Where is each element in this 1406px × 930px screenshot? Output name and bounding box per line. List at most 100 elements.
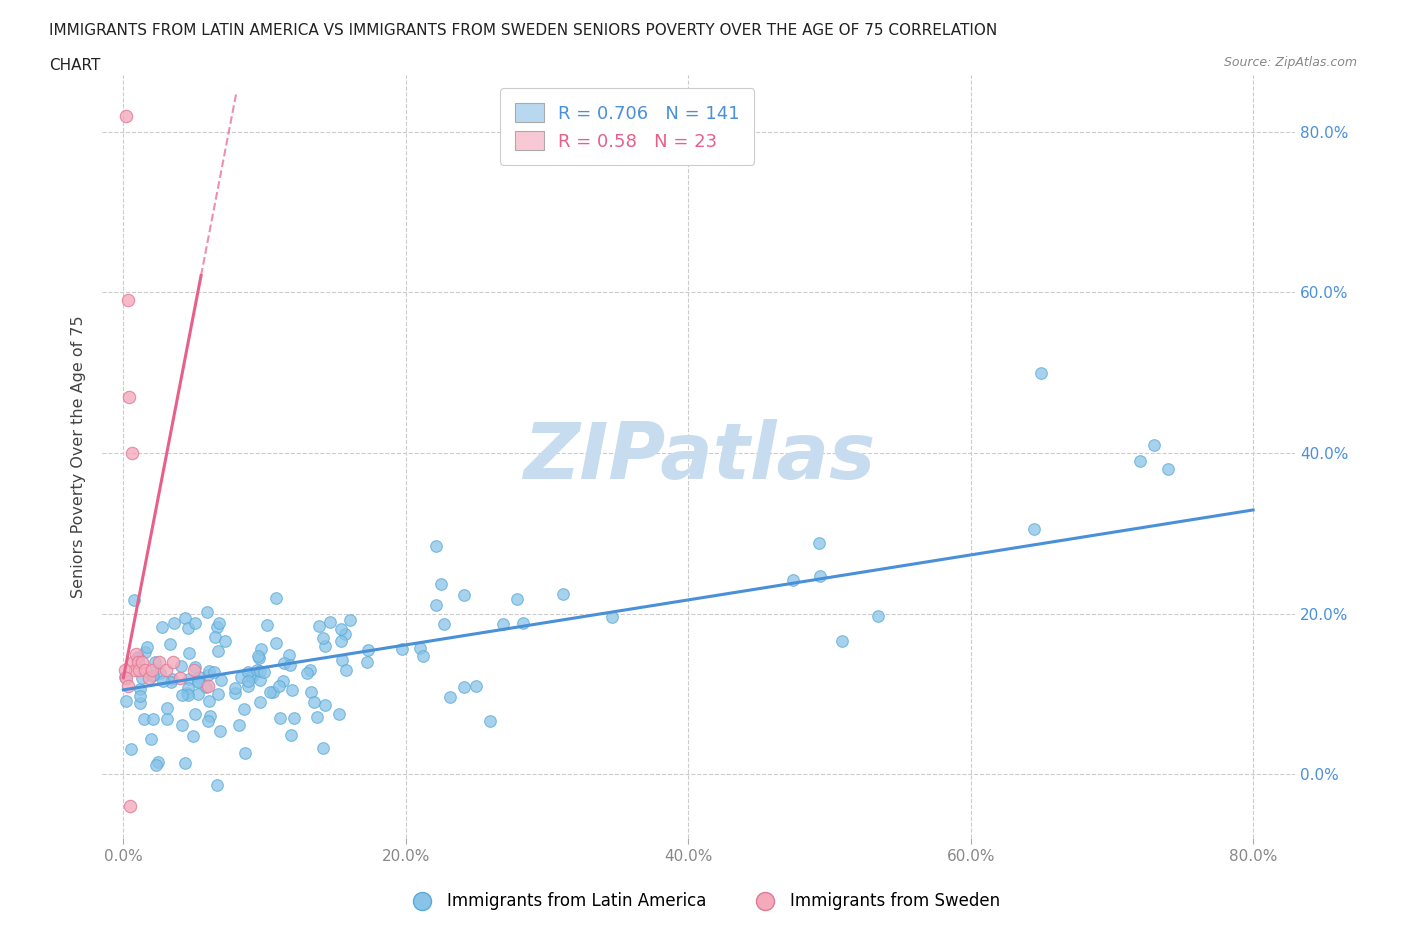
Point	[240, 667, 263, 682]
Point	[204, 630, 226, 644]
Text: CHART: CHART	[49, 58, 101, 73]
Point	[197, 678, 219, 693]
Point	[240, 670, 263, 684]
Point	[127, 651, 149, 666]
Point	[163, 616, 186, 631]
Point	[152, 673, 174, 688]
Point	[479, 714, 502, 729]
Point	[205, 619, 228, 634]
Point	[319, 615, 342, 630]
Point	[129, 696, 152, 711]
Point	[1022, 522, 1045, 537]
Point	[281, 683, 304, 698]
Point	[314, 698, 336, 712]
Point	[831, 633, 853, 648]
Point	[224, 681, 246, 696]
Point	[1157, 461, 1180, 476]
Point	[197, 668, 219, 683]
Point	[150, 619, 173, 634]
Point	[412, 648, 434, 663]
Point	[128, 662, 150, 677]
Point	[115, 108, 138, 123]
Point	[256, 618, 278, 632]
Point	[143, 654, 166, 669]
Point	[195, 605, 218, 620]
Point	[228, 718, 250, 733]
Point	[207, 687, 229, 702]
Point	[391, 642, 413, 657]
Point	[782, 572, 804, 587]
Point	[114, 662, 136, 677]
Point	[159, 637, 181, 652]
Point	[335, 662, 357, 677]
Point	[202, 664, 225, 679]
Point	[159, 674, 181, 689]
Point	[121, 445, 143, 460]
Point	[273, 656, 295, 671]
Point	[250, 641, 273, 656]
Point	[183, 729, 205, 744]
Point	[312, 631, 335, 645]
Point	[330, 653, 353, 668]
Point	[465, 678, 488, 693]
Point	[118, 390, 141, 405]
Point	[238, 678, 260, 693]
Y-axis label: Seniors Poverty Over the Age of 75: Seniors Poverty Over the Age of 75	[72, 315, 86, 598]
Point	[127, 655, 149, 670]
Point	[198, 708, 221, 723]
Point	[183, 659, 205, 674]
Point	[866, 608, 889, 623]
Point	[138, 671, 160, 685]
Point	[266, 591, 288, 605]
Point	[136, 640, 159, 655]
Point	[120, 799, 142, 814]
Point	[208, 616, 231, 631]
Point	[134, 645, 156, 660]
Point	[169, 658, 191, 673]
Point	[307, 710, 329, 724]
Point	[207, 777, 229, 792]
Point	[122, 655, 145, 670]
Point	[172, 718, 194, 733]
Point	[170, 688, 193, 703]
Point	[236, 664, 259, 679]
Point	[134, 711, 156, 726]
Point	[236, 673, 259, 688]
Point	[273, 674, 295, 689]
Point	[156, 700, 179, 715]
Point	[278, 658, 301, 672]
Point	[177, 681, 200, 696]
Point	[235, 746, 257, 761]
Point	[169, 671, 191, 685]
Point	[208, 724, 231, 738]
Point	[430, 577, 453, 591]
Point	[506, 591, 529, 606]
Point	[357, 643, 380, 658]
Point	[128, 681, 150, 696]
Point	[453, 680, 475, 695]
Point	[209, 673, 232, 688]
Point	[146, 754, 169, 769]
Point	[115, 671, 138, 685]
Point	[179, 671, 201, 686]
Point	[295, 666, 318, 681]
Point	[141, 662, 163, 677]
Point	[117, 678, 139, 693]
Point	[246, 662, 269, 677]
Point	[512, 615, 534, 630]
Point	[125, 646, 148, 661]
Legend: Immigrants from Latin America, Immigrants from Sweden: Immigrants from Latin America, Immigrant…	[399, 885, 1007, 917]
Point	[207, 644, 229, 658]
Point	[269, 711, 291, 725]
Point	[149, 665, 172, 680]
Point	[142, 711, 165, 726]
Point	[339, 612, 361, 627]
Point	[267, 678, 290, 693]
Legend: R = 0.706   N = 141, R = 0.58   N = 23: R = 0.706 N = 141, R = 0.58 N = 23	[501, 88, 754, 166]
Point	[1031, 365, 1053, 380]
Point	[162, 655, 184, 670]
Point	[114, 670, 136, 684]
Point	[115, 694, 138, 709]
Point	[330, 621, 353, 636]
Point	[162, 671, 184, 686]
